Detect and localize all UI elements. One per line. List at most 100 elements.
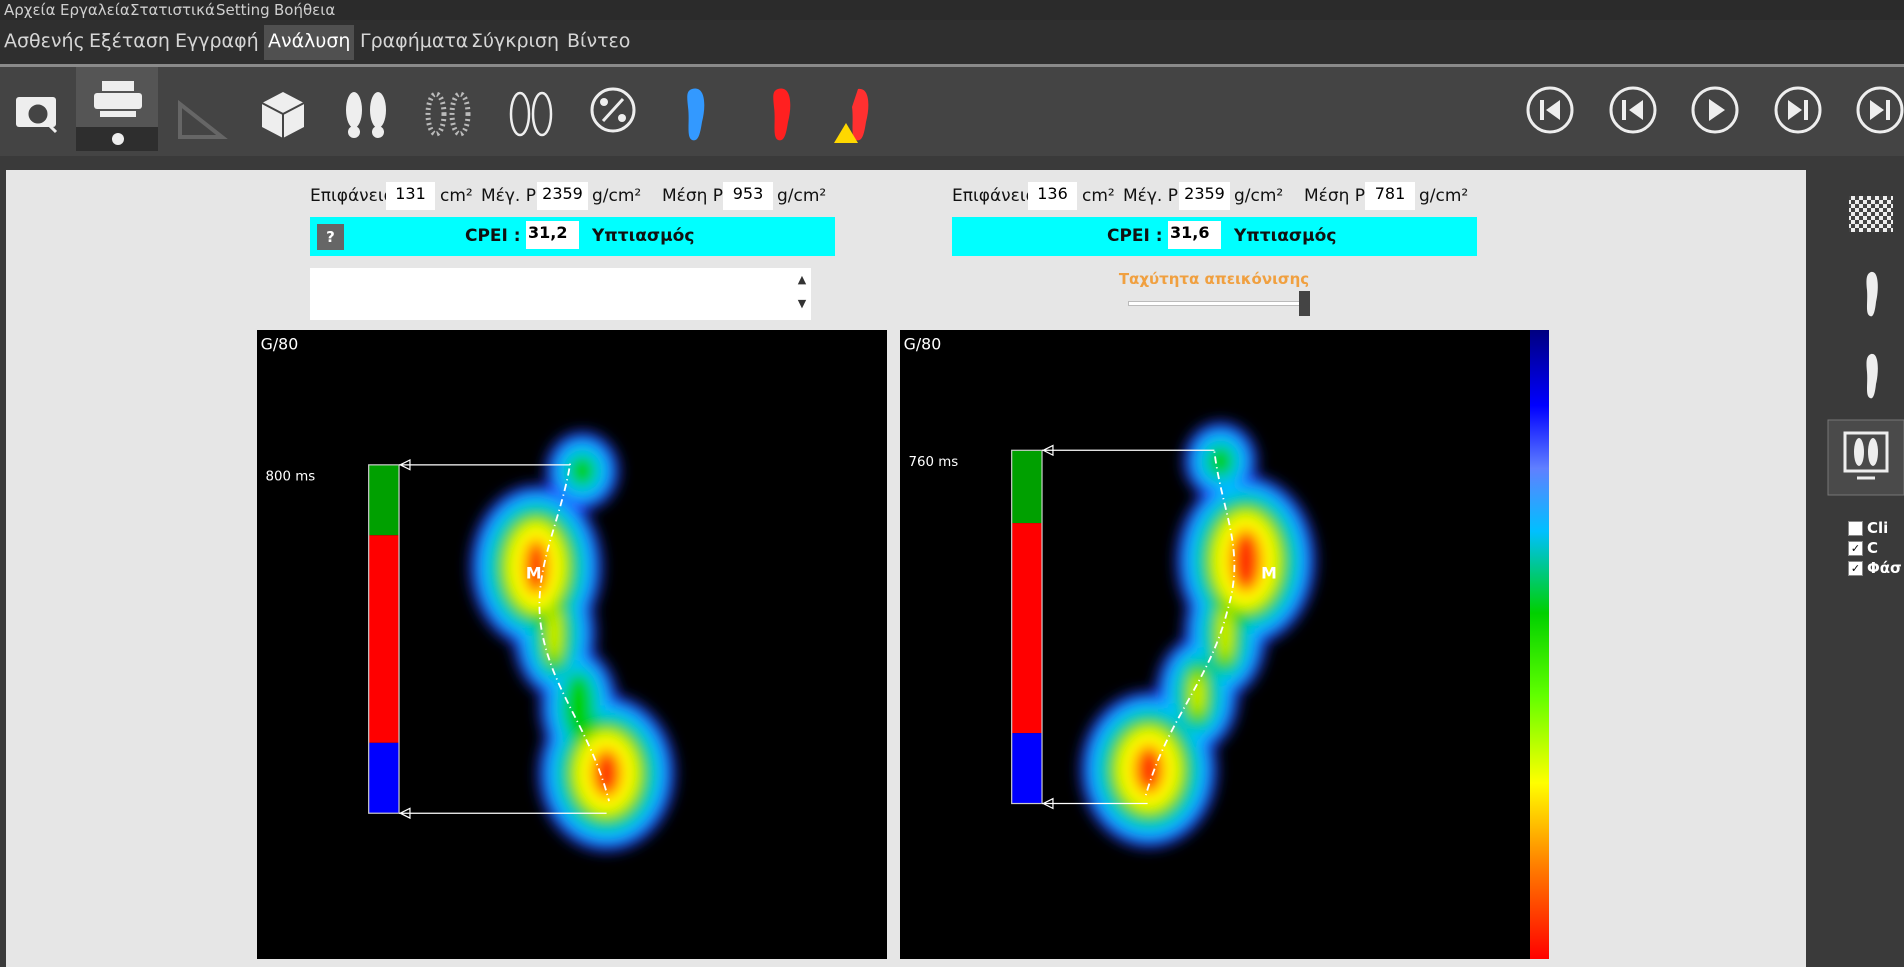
cpei-value: 31,2: [526, 221, 579, 249]
tab-bar: Ασθενής Εξέταση Εγγραφή Ανάλυση Γραφήματα Σύγ…: [0, 20, 1904, 67]
center-of-pressure-line: [1144, 451, 1236, 798]
footprint: [1080, 422, 1316, 848]
footprint-button[interactable]: [509, 91, 553, 137]
option-label: C: [1867, 539, 1879, 557]
area-unit: cm²: [1082, 186, 1115, 206]
pressure-map: G/80 760 ms M: [904, 335, 1316, 848]
pressure-zone: [1134, 745, 1164, 794]
option-checkbox[interactable]: ✓: [1848, 561, 1863, 576]
feet-button[interactable]: [346, 92, 386, 138]
phase-bar-border: [1011, 449, 1043, 805]
comment-box[interactable]: [310, 268, 811, 320]
tab[interactable]: Εγγραφή: [175, 30, 259, 52]
cpei-label: CPEI :: [1107, 226, 1163, 246]
color-scale: [1530, 330, 1549, 959]
time-arrow: [398, 459, 607, 820]
right-foot-button[interactable]: [773, 88, 791, 141]
sensor-feet-button[interactable]: [425, 91, 471, 137]
pressure-zone: [1230, 529, 1262, 593]
play-button[interactable]: [1691, 86, 1739, 134]
center-of-pressure-line: [538, 463, 610, 802]
menu-item[interactable]: Αρχεία: [4, 1, 56, 19]
max-pressure-label: Μέγ. P: [481, 186, 536, 206]
option-checkbox[interactable]: ✓: [1848, 541, 1863, 556]
option-label: Cli: [1867, 519, 1889, 537]
area-value: 136: [1028, 182, 1077, 210]
mean-pressure-label: Μέση P: [1304, 186, 1366, 206]
ruler-button[interactable]: [178, 99, 228, 139]
max-pressure-value: 2359: [537, 182, 588, 210]
last-frame-button[interactable]: [1856, 86, 1904, 134]
3d-button[interactable]: [261, 92, 305, 138]
mean-pressure-unit: g/cm²: [1419, 186, 1469, 206]
tab[interactable]: Βίντεο: [567, 30, 631, 52]
toolbar-icons: [16, 67, 1904, 151]
phase-propulsion: [368, 742, 400, 814]
menu-item[interactable]: Setting: [216, 1, 270, 19]
mean-pressure-value: 953: [723, 182, 773, 210]
mean-pressure-label: Μέση P: [662, 186, 724, 206]
time-arrow: [1041, 444, 1215, 810]
grid-view-button[interactable]: [1849, 196, 1893, 232]
side-icons: [1827, 196, 1904, 496]
phase-propulsion: [1011, 733, 1043, 804]
percent-button[interactable]: [590, 87, 636, 133]
tab[interactable]: Ανάλυση: [264, 25, 355, 60]
print-button[interactable]: [76, 67, 158, 151]
pressure-zone: [567, 453, 597, 488]
scale-label: G/80: [261, 335, 299, 354]
pressure-zone: [524, 538, 549, 595]
step-back-button[interactable]: [1609, 86, 1657, 134]
phase-bar-border: [368, 464, 400, 814]
tab[interactable]: Γραφήματα: [360, 30, 469, 52]
max-marker: M: [1261, 564, 1277, 583]
max-pressure-label: Μέγ. P: [1123, 186, 1178, 206]
first-frame-button[interactable]: [1526, 86, 1574, 134]
duration-label: 800 ms: [265, 470, 315, 485]
cpei-result: Υπτιασμός: [1234, 226, 1337, 246]
left-foot-button[interactable]: [687, 88, 705, 141]
toolbar: [0, 67, 1904, 156]
pressure-zone: [1192, 673, 1203, 715]
menu-item[interactable]: Στατιστικά: [130, 1, 215, 19]
area-label: Επιφάνεια: [952, 186, 1037, 206]
phase-midstance: [1011, 523, 1043, 734]
mean-pressure-unit: g/cm²: [777, 186, 827, 206]
side-panel: Cli ✓ C ✓ Φάσ: [1827, 160, 1904, 967]
cpei-value: 31,6: [1168, 221, 1221, 249]
speed-thumb[interactable]: [1299, 291, 1310, 316]
step-forward-button[interactable]: [1774, 86, 1822, 134]
comment-scrollbar: ▲ ▼: [793, 268, 811, 320]
pressure-plot: G/80 760 ms M: [900, 330, 1530, 959]
playback-controls: [1526, 86, 1904, 134]
max-pressure-unit: g/cm²: [592, 186, 642, 206]
menu-item[interactable]: Βοήθεια: [274, 1, 336, 19]
option-checkbox[interactable]: [1848, 521, 1863, 536]
cpei-bar: CPEI :31,6 Υπτιασμός: [952, 217, 1477, 256]
both-feet-view-button[interactable]: [1827, 419, 1904, 496]
menu-item[interactable]: Εργαλεία: [60, 1, 130, 19]
area-value: 131: [386, 182, 435, 210]
max-pressure-value: 2359: [1179, 182, 1230, 210]
duration-label: 760 ms: [908, 455, 958, 470]
left-foot-view-button[interactable]: [1866, 271, 1878, 317]
max-marker: M: [526, 564, 542, 583]
warning-button[interactable]: [834, 88, 869, 143]
camera-search-button[interactable]: [16, 97, 58, 134]
speed-label: Ταχύτητα απεικόνισης: [1118, 270, 1310, 288]
phase-contact: [1011, 450, 1043, 524]
tab[interactable]: Εξέταση: [89, 30, 170, 52]
mean-pressure-value: 781: [1365, 182, 1415, 210]
pressure-zone: [592, 748, 622, 798]
pressure-map: G/80 800 ms M: [261, 335, 675, 851]
tab[interactable]: Σύγκριση: [471, 30, 560, 52]
tab[interactable]: Ασθενής: [4, 30, 85, 52]
menu-bar: Αρχεία Εργαλεία Στατιστικά Setting Βοήθεια: [0, 0, 1904, 20]
cpei-label: CPEI :: [465, 226, 521, 246]
phase-contact: [368, 464, 400, 536]
area-unit: cm²: [440, 186, 473, 206]
analysis-area: Επιφάνεια 131 cm² Μέγ. P 2359 g/cm² Μέση P 953 g…: [6, 170, 1806, 967]
help-button[interactable]: ?: [317, 224, 344, 250]
area-label: Επιφάνεια: [310, 186, 395, 206]
right-foot-view-button[interactable]: [1866, 353, 1878, 399]
